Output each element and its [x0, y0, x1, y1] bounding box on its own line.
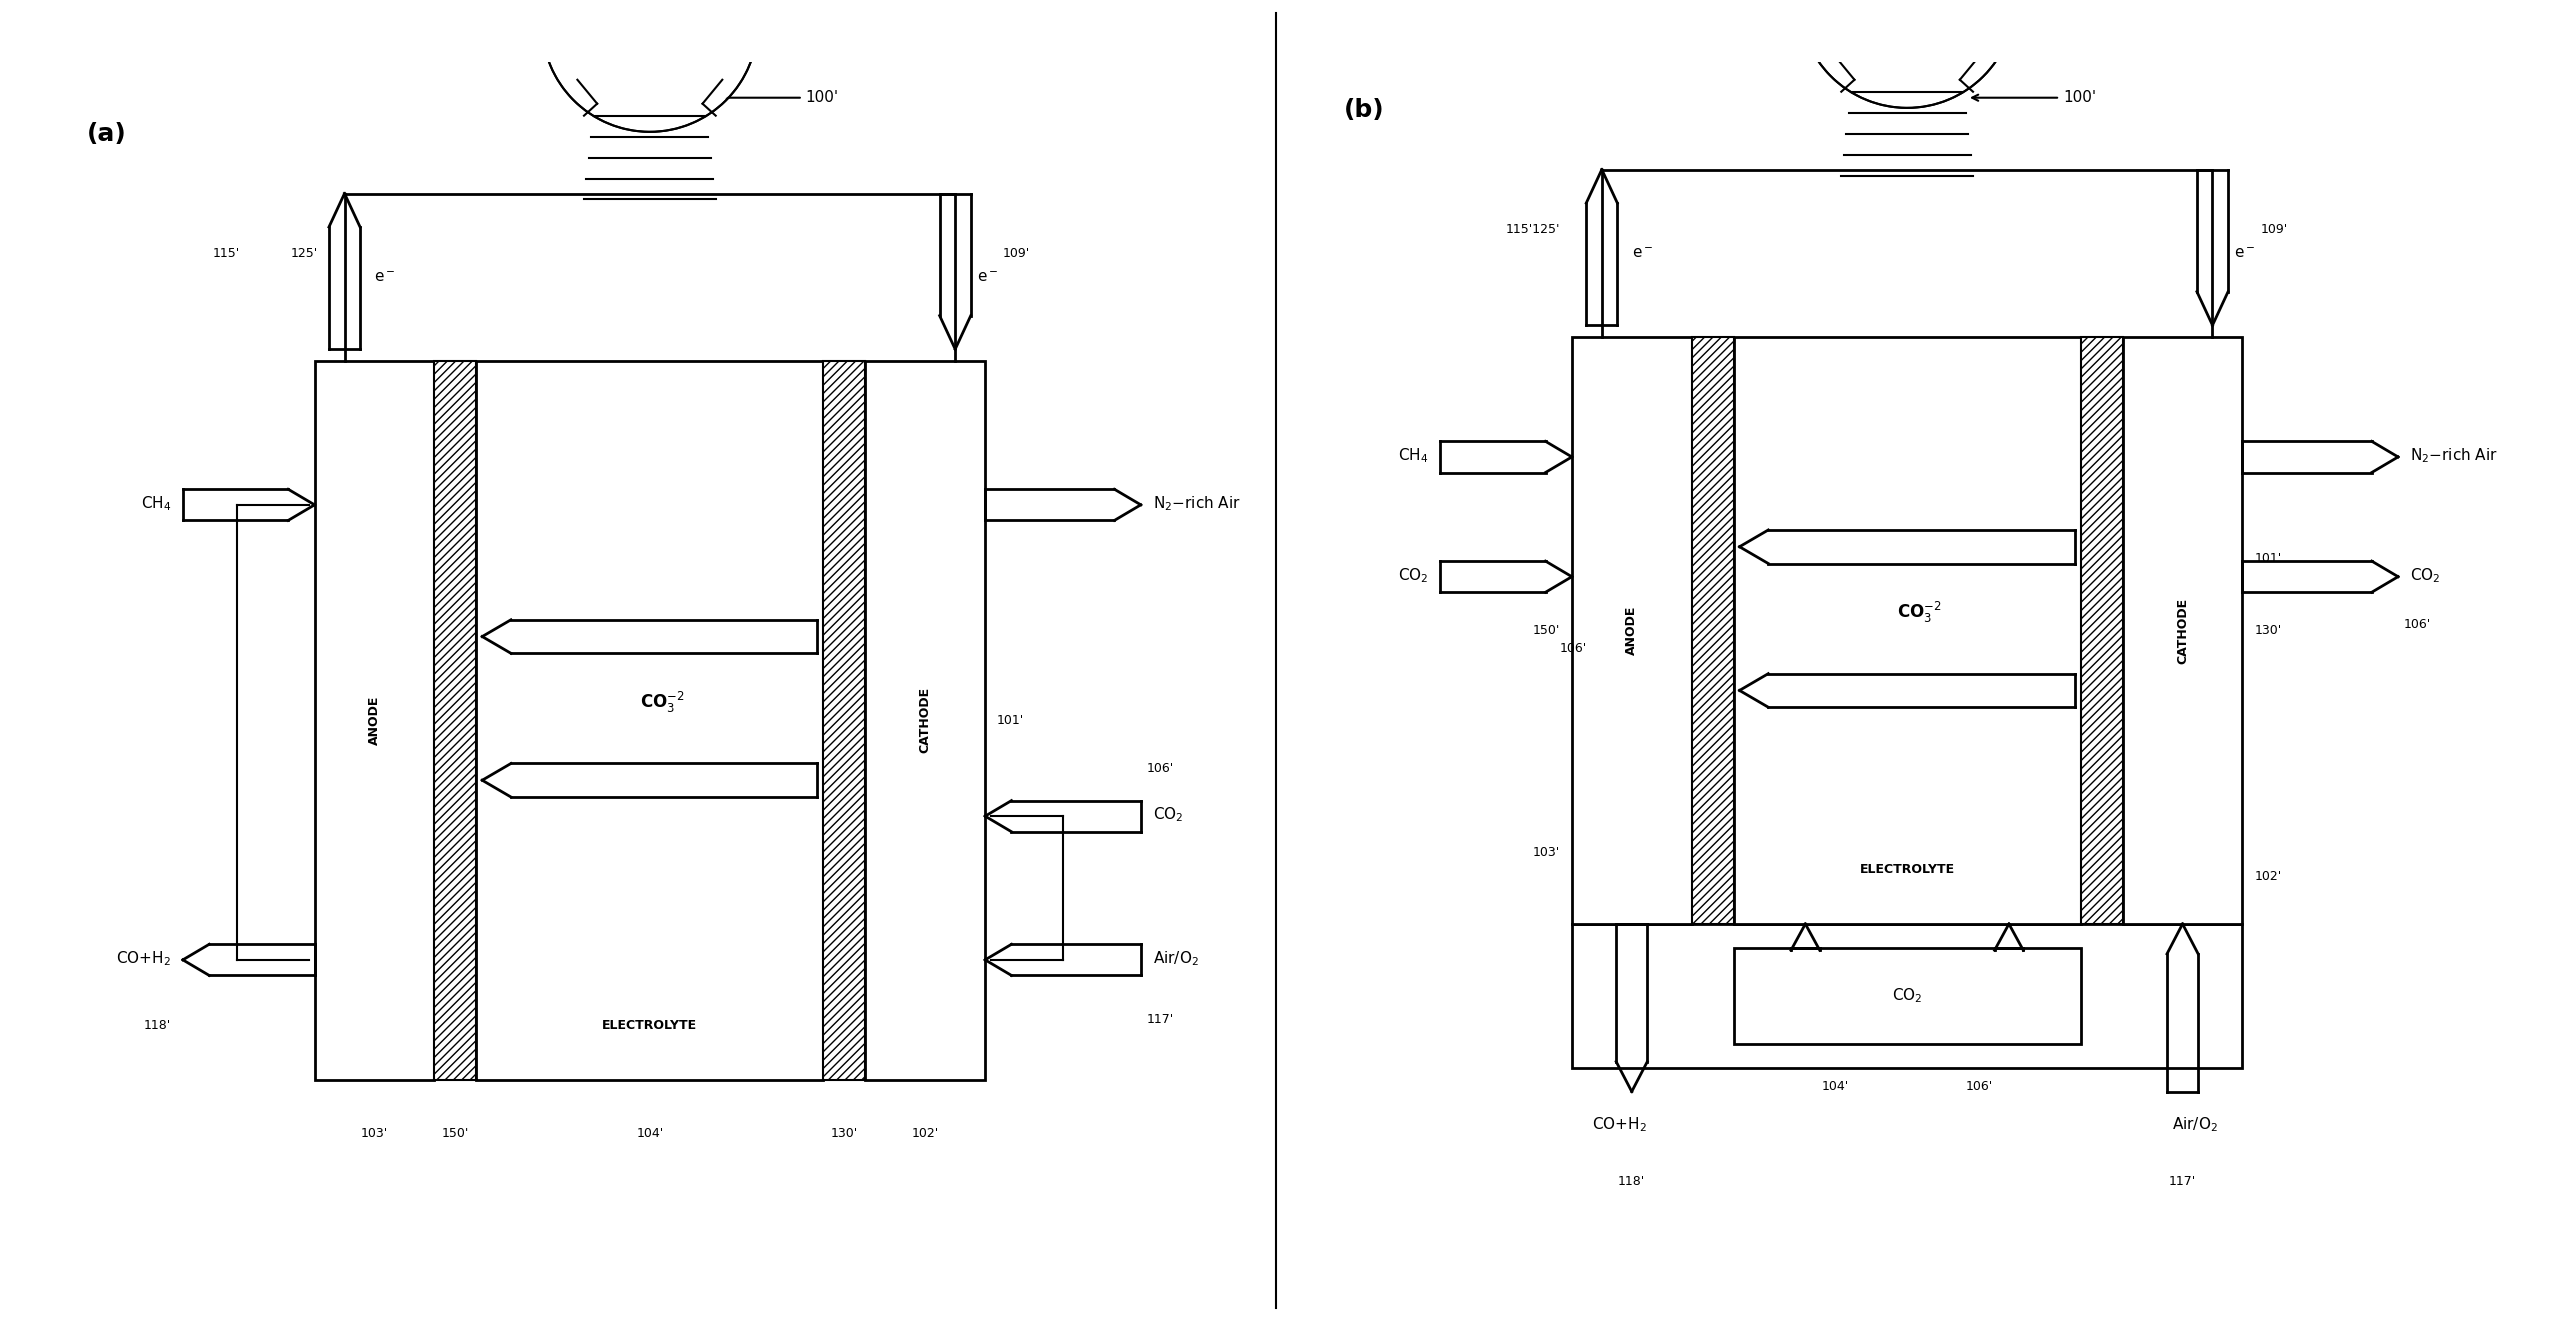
Text: CH$_4$: CH$_4$ — [1399, 446, 1429, 465]
Bar — [435, 361, 476, 1079]
Text: CO$_2$: CO$_2$ — [1153, 806, 1184, 824]
Text: 101': 101' — [2255, 552, 2281, 565]
Text: CO$_3^{-2}$: CO$_3^{-2}$ — [1897, 600, 1941, 625]
Bar — [864, 361, 984, 1079]
Text: 104': 104' — [1821, 1079, 1849, 1092]
Text: ANODE: ANODE — [1626, 606, 1639, 655]
Bar — [476, 361, 823, 1079]
Text: N$_2$−rich Air: N$_2$−rich Air — [2411, 446, 2498, 465]
Text: 118': 118' — [143, 1020, 171, 1032]
Bar — [1734, 948, 2081, 1044]
Bar — [1734, 337, 2081, 923]
Bar — [823, 361, 864, 1079]
Text: 104': 104' — [637, 1128, 662, 1140]
Text: 115'125': 115'125' — [1506, 223, 1560, 236]
Text: 106': 106' — [1146, 762, 1174, 775]
Text: 103': 103' — [361, 1128, 389, 1140]
Text: e$^-$: e$^-$ — [2235, 246, 2255, 260]
Text: 130': 130' — [831, 1128, 859, 1140]
Text: Air/O$_2$: Air/O$_2$ — [1153, 950, 1199, 968]
Text: 103': 103' — [1532, 845, 1560, 859]
Text: e$^-$: e$^-$ — [373, 269, 396, 285]
Text: 150': 150' — [442, 1128, 468, 1140]
Bar — [1573, 337, 1693, 923]
Text: 115': 115' — [212, 247, 240, 260]
Text: 106': 106' — [1560, 642, 1588, 655]
Text: 106': 106' — [1966, 1079, 1992, 1092]
Text: 130': 130' — [2255, 624, 2281, 637]
Bar — [1693, 337, 1734, 923]
Bar — [315, 361, 435, 1079]
Circle shape — [545, 0, 754, 129]
Text: 109': 109' — [1002, 247, 1030, 260]
Text: 102': 102' — [913, 1128, 938, 1140]
Text: 100': 100' — [716, 90, 839, 106]
Text: N$_2$−rich Air: N$_2$−rich Air — [1153, 494, 1240, 513]
Text: (b): (b) — [1345, 98, 1386, 122]
Text: 117': 117' — [2168, 1176, 2196, 1189]
Text: CO$_2$: CO$_2$ — [1892, 987, 1923, 1005]
Text: 100': 100' — [1971, 90, 2097, 106]
Text: CO$_3^{-2}$: CO$_3^{-2}$ — [639, 690, 685, 715]
Text: CATHODE: CATHODE — [918, 687, 931, 753]
Text: 150': 150' — [1532, 624, 1560, 637]
Text: 106': 106' — [2404, 618, 2432, 631]
Bar — [2122, 337, 2242, 923]
Text: e$^-$: e$^-$ — [977, 269, 997, 285]
Text: 101': 101' — [997, 713, 1025, 727]
Text: CO$_2$: CO$_2$ — [1399, 567, 1429, 585]
Text: (a): (a) — [87, 122, 128, 145]
Circle shape — [1803, 0, 2012, 106]
Text: 125': 125' — [291, 247, 317, 260]
Text: 118': 118' — [1619, 1176, 1644, 1189]
Text: 102': 102' — [2255, 869, 2281, 882]
Text: ELECTROLYTE: ELECTROLYTE — [603, 1018, 698, 1032]
Text: Air/O$_2$: Air/O$_2$ — [2171, 1115, 2217, 1135]
Text: ELECTROLYTE: ELECTROLYTE — [1859, 863, 1954, 876]
Text: CO$_2$: CO$_2$ — [2411, 567, 2439, 585]
Bar — [2081, 337, 2122, 923]
Bar — [1573, 923, 2242, 1067]
Text: CH$_4$: CH$_4$ — [141, 494, 171, 513]
Text: e$^-$: e$^-$ — [1631, 246, 1654, 260]
Text: CO+H$_2$: CO+H$_2$ — [1593, 1115, 1647, 1135]
Text: 117': 117' — [1146, 1013, 1174, 1026]
Text: 109': 109' — [2260, 223, 2289, 236]
Text: ANODE: ANODE — [368, 696, 381, 745]
Text: CO+H$_2$: CO+H$_2$ — [115, 950, 171, 968]
Text: CATHODE: CATHODE — [2176, 597, 2189, 663]
